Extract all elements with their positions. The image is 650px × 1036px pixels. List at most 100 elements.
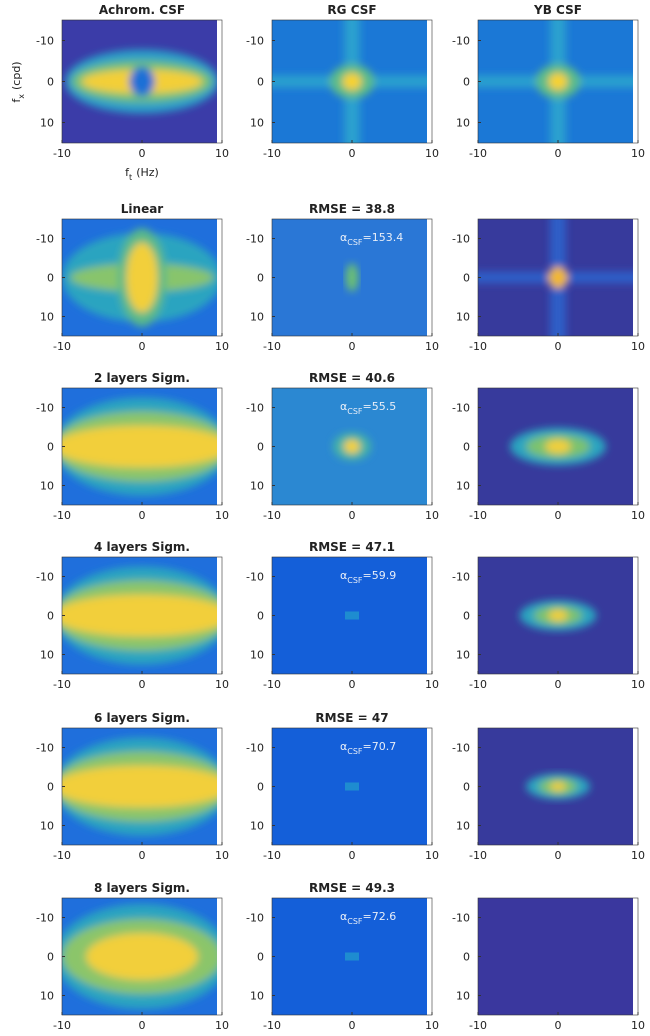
x-tick-label: 10 [215,340,229,353]
heatmap [478,219,638,336]
x-tick-label: 0 [349,1019,356,1032]
y-tick-label: 0 [47,610,54,623]
y-tick-label: -10 [36,571,54,584]
heatmap-blobs [345,263,359,292]
edge-strip [217,388,222,505]
blob [548,72,568,91]
edge-strip [633,557,638,674]
heatmap [478,898,638,1015]
x-tick-label: 0 [349,509,356,522]
heatmap [478,557,638,674]
panel-title: Linear [121,202,164,216]
edge-strip [427,219,432,336]
y-tick-label: -10 [36,35,54,48]
edge-strip [427,898,432,1015]
blob [129,66,155,97]
panel-title: RMSE = 47 [315,711,388,725]
heatmap [478,20,638,143]
y-tick-label: 0 [47,441,54,454]
x-tick-label: -10 [53,509,71,522]
heatmap [62,219,222,336]
x-tick-label: -10 [469,509,487,522]
heatmap-blobs [526,773,590,800]
blob [126,242,158,313]
heatmap-blobs [62,397,222,496]
y-tick-label: 10 [456,480,470,493]
heatmap [62,388,222,505]
heatmap [62,557,222,674]
y-tick-label: 10 [250,480,264,493]
y-tick-label: -10 [452,35,470,48]
alpha-sub: CSF [347,407,363,416]
x-tick-label: 0 [139,509,146,522]
heatmap-blobs [332,432,372,461]
panel-title: RMSE = 47.1 [309,540,395,554]
edge-strip [217,898,222,1015]
y-tick-label: 10 [40,649,54,662]
x-tick-label: 10 [425,678,439,691]
edge-strip [427,20,432,143]
heatmap [272,728,432,845]
panel-title: RMSE = 40.6 [309,371,395,385]
x-label-unit: (Hz) [136,166,159,179]
y-tick-label: -10 [36,742,54,755]
x-tick-label: -10 [53,849,71,862]
alpha-annotation: αCSF=70.7 [340,740,396,756]
edge-strip [427,557,432,674]
y-tick-label: 0 [47,781,54,794]
heatmap [62,728,222,845]
heatmap-blobs [62,228,222,327]
x-tick-label: 10 [631,849,645,862]
alpha-sub: CSF [347,917,363,926]
x-tick-label: 0 [139,678,146,691]
y-tick-label: -10 [246,912,264,925]
x-tick-label: -10 [469,147,487,160]
alpha-symbol: α [340,740,347,753]
y-tick-label: 10 [456,820,470,833]
alpha-value: 72.6 [372,910,397,923]
x-tick-label: 10 [215,509,229,522]
heatmap [478,388,638,505]
y-tick-label: 0 [257,951,264,964]
blob [550,781,566,792]
y-label-sub: x [17,94,26,99]
alpha-symbol: α [340,569,347,582]
x-tick-label: 0 [139,147,146,160]
x-tick-label: -10 [469,1019,487,1032]
x-tick-label: 10 [425,849,439,862]
blob [62,594,222,637]
y-tick-label: 10 [456,990,470,1003]
y-tick-label: 10 [250,117,264,130]
y-tick-label: 0 [463,76,470,89]
y-tick-label: 10 [250,820,264,833]
x-tick-label: -10 [263,340,281,353]
x-tick-label: 10 [215,678,229,691]
alpha-annotation: αCSF=59.9 [340,569,396,585]
y-tick-label: 10 [456,311,470,324]
x-tick-label: -10 [53,678,71,691]
heatmap-blobs [478,219,638,336]
alpha-annotation: αCSF=153.4 [340,231,403,247]
alpha-value: 70.7 [372,740,397,753]
x-tick-label: 0 [349,147,356,160]
heatmap [272,557,432,674]
x-tick-label: 10 [425,1019,439,1032]
edge-strip [633,898,638,1015]
y-tick-label: 0 [463,272,470,285]
y-tick-label: -10 [36,402,54,415]
panel-title: 4 layers Sigm. [94,540,190,554]
blob [344,439,360,454]
x-tick-label: -10 [469,849,487,862]
x-tick-label: -10 [53,1019,71,1032]
y-label-unit: (cpd) [10,61,23,90]
x-tick-label: 0 [349,340,356,353]
edge-strip [427,728,432,845]
blob [345,263,359,292]
x-tick-label: -10 [53,147,71,160]
x-tick-label: 10 [631,340,645,353]
y-tick-label: 0 [257,441,264,454]
y-tick-label: 10 [40,990,54,1003]
alpha-sub: CSF [347,238,363,247]
edge-strip [633,219,638,336]
y-tick-label: 0 [463,441,470,454]
